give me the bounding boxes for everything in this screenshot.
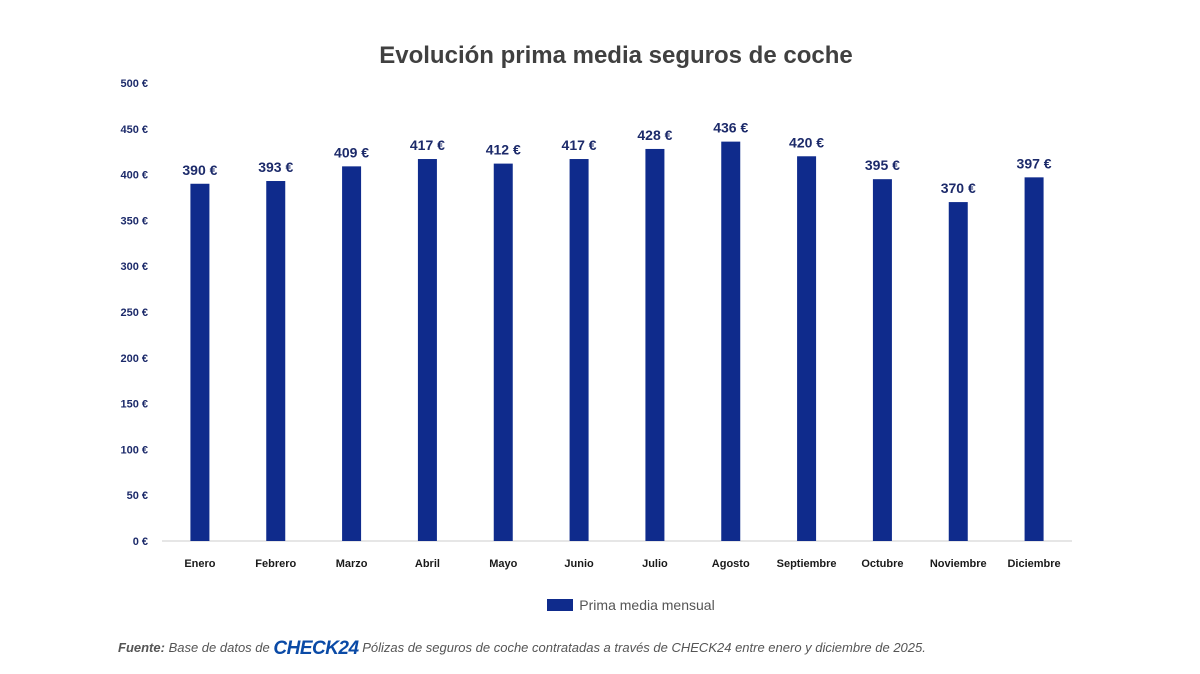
data-labels: 390 € 393 € 409 € 417 € 412 € 417 € 428 € 436 €…: [182, 120, 1051, 196]
x-tick-label: Diciembre: [1007, 558, 1060, 570]
x-tick-label: Julio: [642, 558, 668, 570]
x-tick-label: Noviembre: [930, 558, 987, 570]
y-tick-label: 200 €: [120, 353, 148, 365]
y-tick-label: 0 €: [133, 536, 148, 548]
bar-enero: [190, 183, 210, 541]
y-tick-label: 400 €: [120, 170, 148, 182]
y-tick-label: 100 €: [120, 444, 148, 456]
data-label: 397 €: [1017, 155, 1052, 171]
y-tick-label: 250 €: [120, 307, 148, 319]
x-axis: Enero Febrero Marzo Abril Mayo Junio Julio Agos…: [184, 558, 1060, 570]
data-label: 409 €: [334, 144, 369, 160]
source-text-before: Base de datos de: [164, 640, 274, 655]
y-tick-label: 150 €: [120, 399, 148, 411]
data-label: 420 €: [789, 134, 824, 150]
x-tick-label: Septiembre: [777, 558, 837, 570]
bar-agosto: [721, 141, 741, 541]
y-tick-label: 50 €: [127, 490, 148, 502]
bar-diciembre: [1024, 177, 1044, 541]
legend: Prima media mensual: [0, 597, 1200, 613]
data-label: 395 €: [865, 157, 900, 173]
source-note: Fuente: Base de datos de CHECK24 Pólizas…: [118, 638, 926, 660]
source-prefix: Fuente:: [118, 640, 165, 655]
x-tick-label: Junio: [564, 558, 594, 570]
source-text-after: Pólizas de seguros de coche contratadas …: [358, 640, 926, 655]
data-label: 417 €: [410, 137, 445, 153]
bar-abril: [417, 159, 437, 541]
bar-junio: [569, 159, 589, 541]
data-label: 428 €: [637, 127, 672, 143]
x-tick-label: Mayo: [489, 558, 517, 570]
data-label: 436 €: [713, 120, 748, 136]
x-tick-label: Marzo: [336, 558, 368, 570]
bars: [190, 141, 1044, 541]
bar-febrero: [266, 181, 286, 541]
data-label: 370 €: [941, 180, 976, 196]
bar-noviembre: [948, 202, 968, 541]
bar-marzo: [342, 166, 362, 541]
y-axis: 0 € 50 € 100 € 150 € 200 € 250 € 300 € 350 € 400…: [120, 78, 148, 548]
y-tick-label: 500 €: [120, 78, 148, 90]
data-label: 412 €: [486, 142, 521, 158]
bar-octubre: [872, 179, 892, 541]
bar-mayo: [493, 163, 513, 541]
check24-logo: CHECK24: [273, 638, 359, 659]
data-label: 393 €: [258, 159, 293, 175]
x-tick-label: Enero: [184, 558, 215, 570]
data-label: 417 €: [562, 137, 597, 153]
data-label: 390 €: [182, 162, 217, 178]
legend-label: Prima media mensual: [579, 597, 715, 613]
chart-title: Evolución prima media seguros de coche: [379, 42, 853, 69]
y-tick-label: 300 €: [120, 261, 148, 273]
legend-swatch: [547, 599, 574, 611]
x-tick-label: Octubre: [861, 558, 903, 570]
x-tick-label: Febrero: [255, 558, 296, 570]
x-tick-label: Agosto: [712, 558, 750, 570]
x-tick-label: Abril: [415, 558, 440, 570]
y-tick-label: 350 €: [120, 215, 148, 227]
bar-septiembre: [797, 156, 817, 541]
bar-julio: [645, 148, 665, 541]
y-tick-label: 450 €: [120, 124, 148, 136]
